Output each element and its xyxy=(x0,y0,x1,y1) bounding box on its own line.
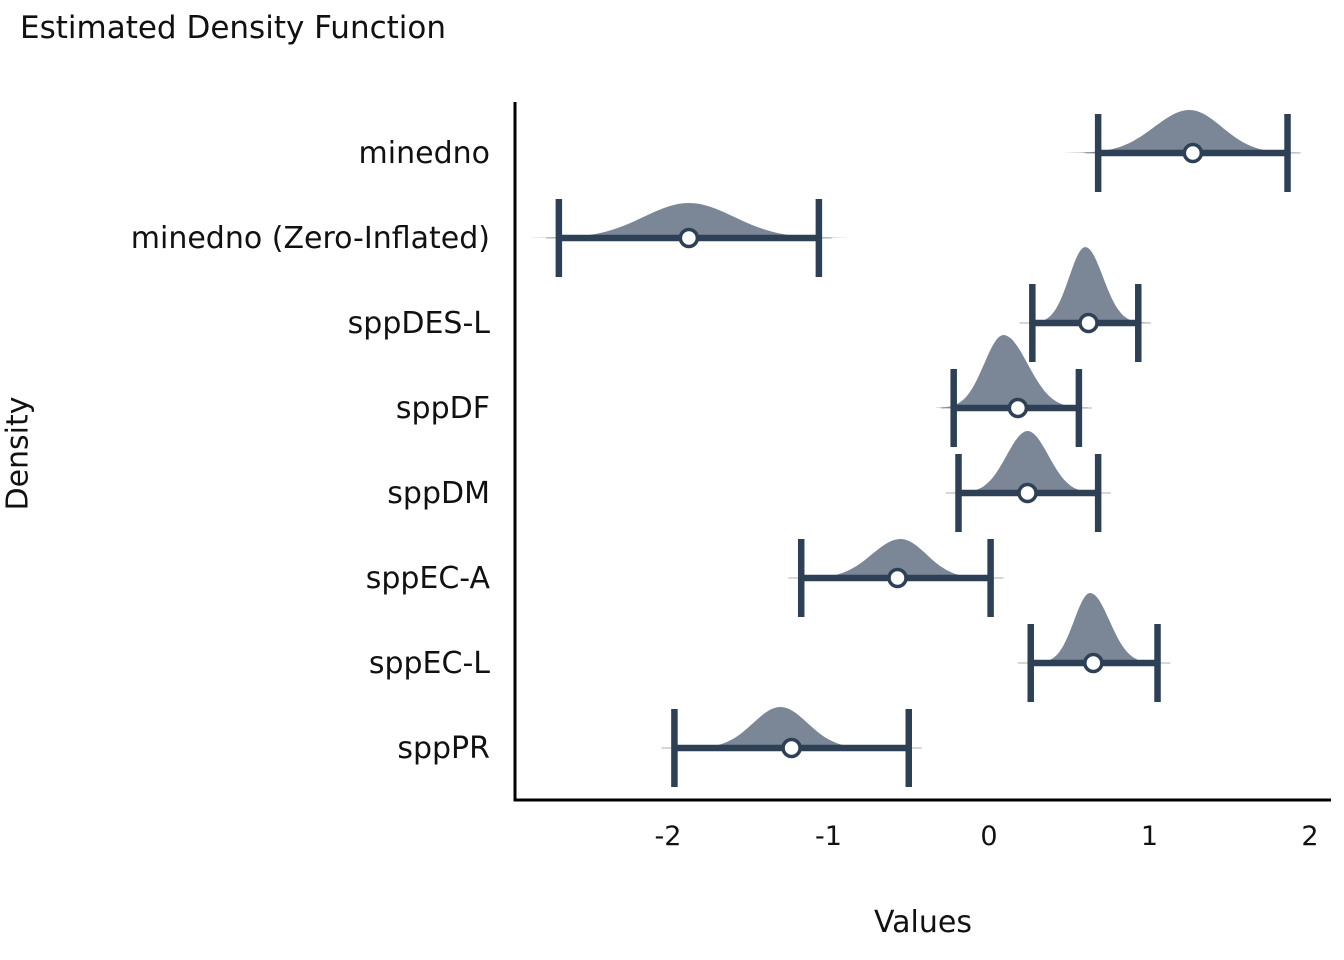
x-tick-label: -1 xyxy=(815,821,842,852)
density-curve xyxy=(954,431,1101,493)
density-curve xyxy=(799,539,991,578)
density-curve xyxy=(936,335,1088,408)
x-axis-label: Values xyxy=(873,905,972,940)
point-estimate xyxy=(781,737,802,759)
y-category-label: sppDES-L xyxy=(348,306,491,341)
x-tick-label: -2 xyxy=(655,821,682,852)
point-estimate xyxy=(1083,652,1104,674)
y-category-label: sppPR xyxy=(397,731,490,766)
chart-title: Estimated Density Function xyxy=(20,10,447,46)
point-estimate xyxy=(678,227,700,249)
y-category-label: minedno xyxy=(359,136,490,171)
y-axis-label: Density xyxy=(0,396,36,511)
density-curve xyxy=(531,203,847,238)
y-category-label: sppDM xyxy=(387,476,490,511)
y-category-label: minedno (Zero-Inflated) xyxy=(131,221,490,256)
point-estimate xyxy=(1017,482,1038,504)
y-category-label: sppEC-L xyxy=(369,646,490,681)
y-category-label: sppEC-A xyxy=(366,561,491,596)
x-tick-label: 2 xyxy=(1301,821,1318,852)
y-category-label: sppDF xyxy=(396,391,490,426)
x-tick-label: 1 xyxy=(1141,821,1158,852)
point-estimate xyxy=(887,567,908,589)
density-curve xyxy=(1033,593,1158,663)
density-curve xyxy=(1029,247,1148,323)
point-estimate xyxy=(1182,142,1204,164)
point-estimate xyxy=(1078,312,1099,334)
point-estimate xyxy=(1007,397,1029,419)
density-curve xyxy=(684,707,876,748)
x-tick-label: 0 xyxy=(980,821,997,852)
density-curve xyxy=(1066,110,1302,153)
